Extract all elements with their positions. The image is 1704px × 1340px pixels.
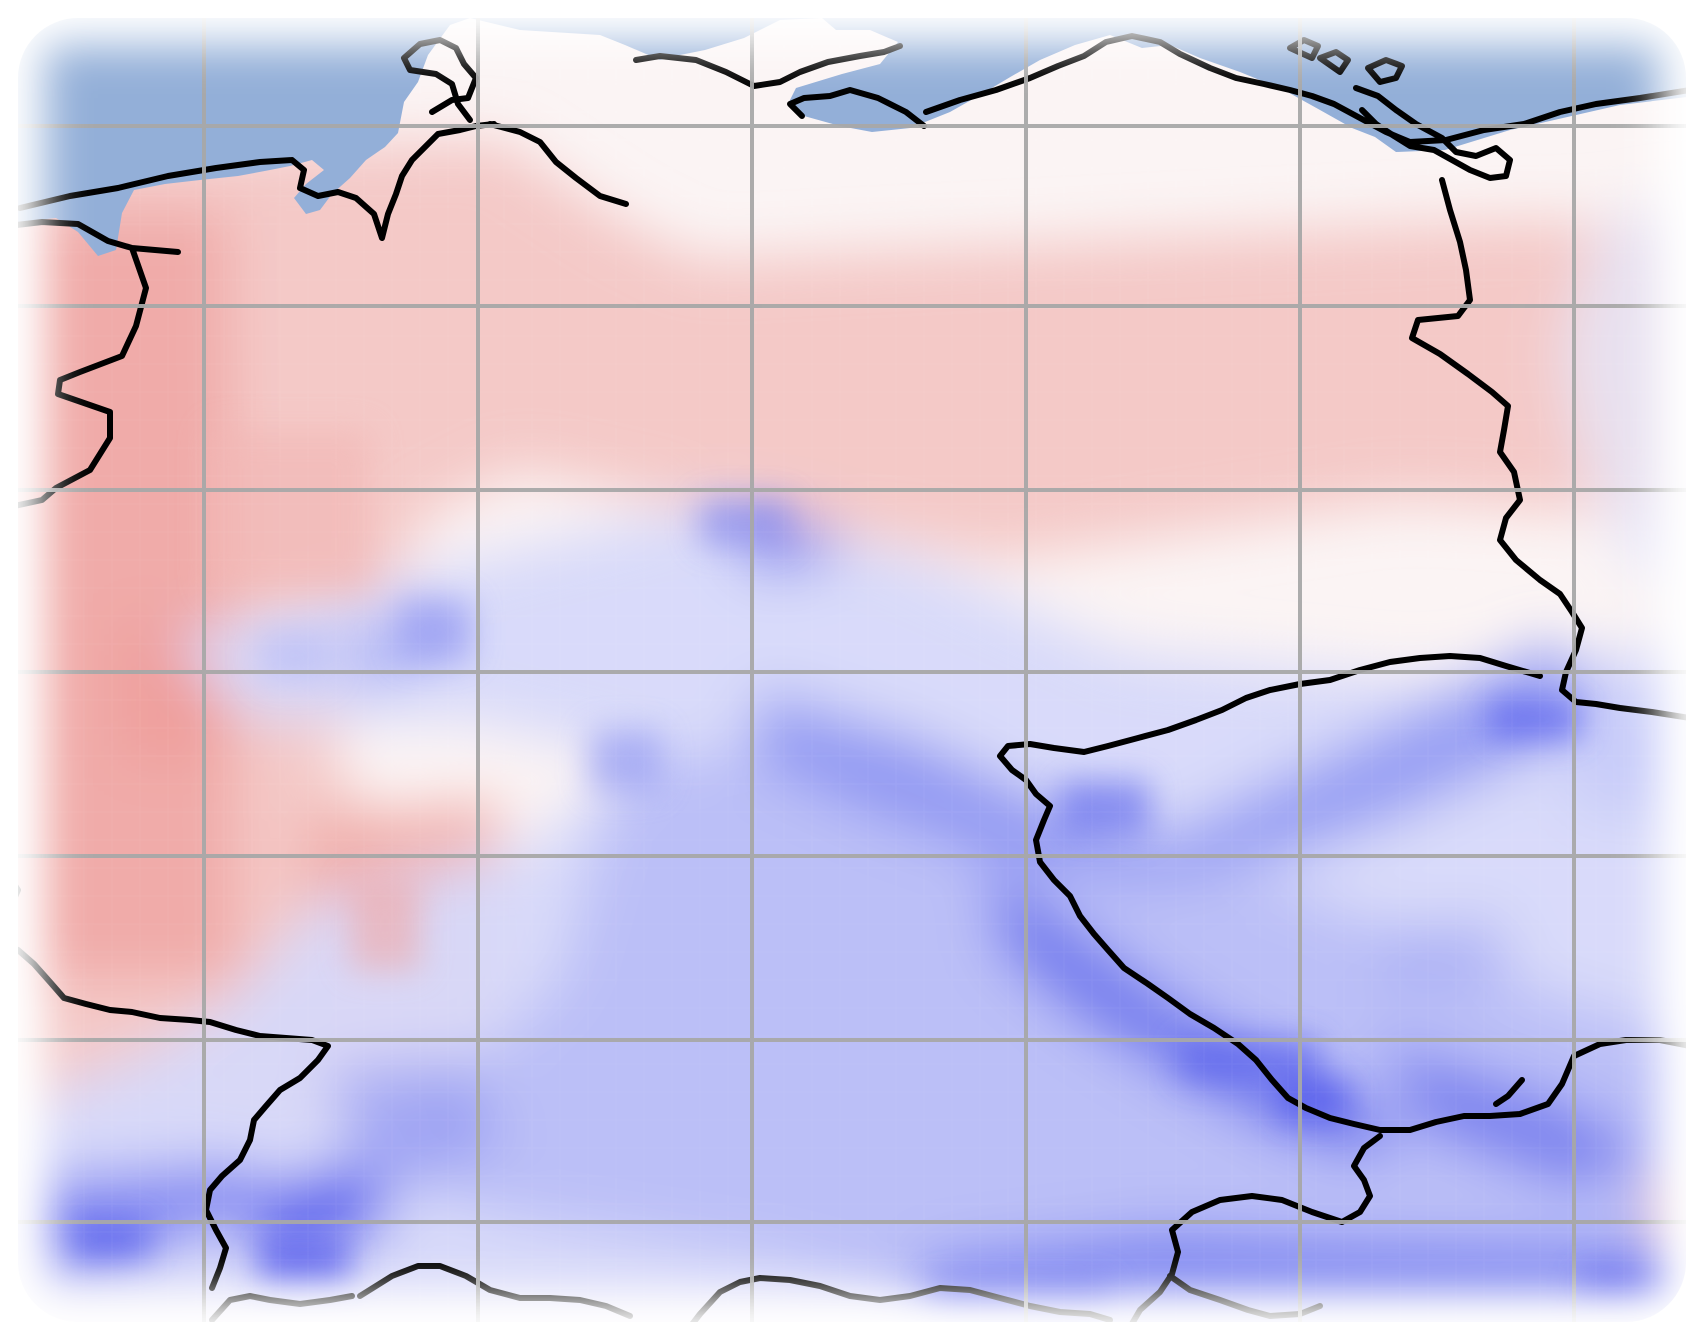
map-view [0,0,1704,1340]
graticule [18,18,1686,1322]
map-canvas [0,0,1704,1340]
